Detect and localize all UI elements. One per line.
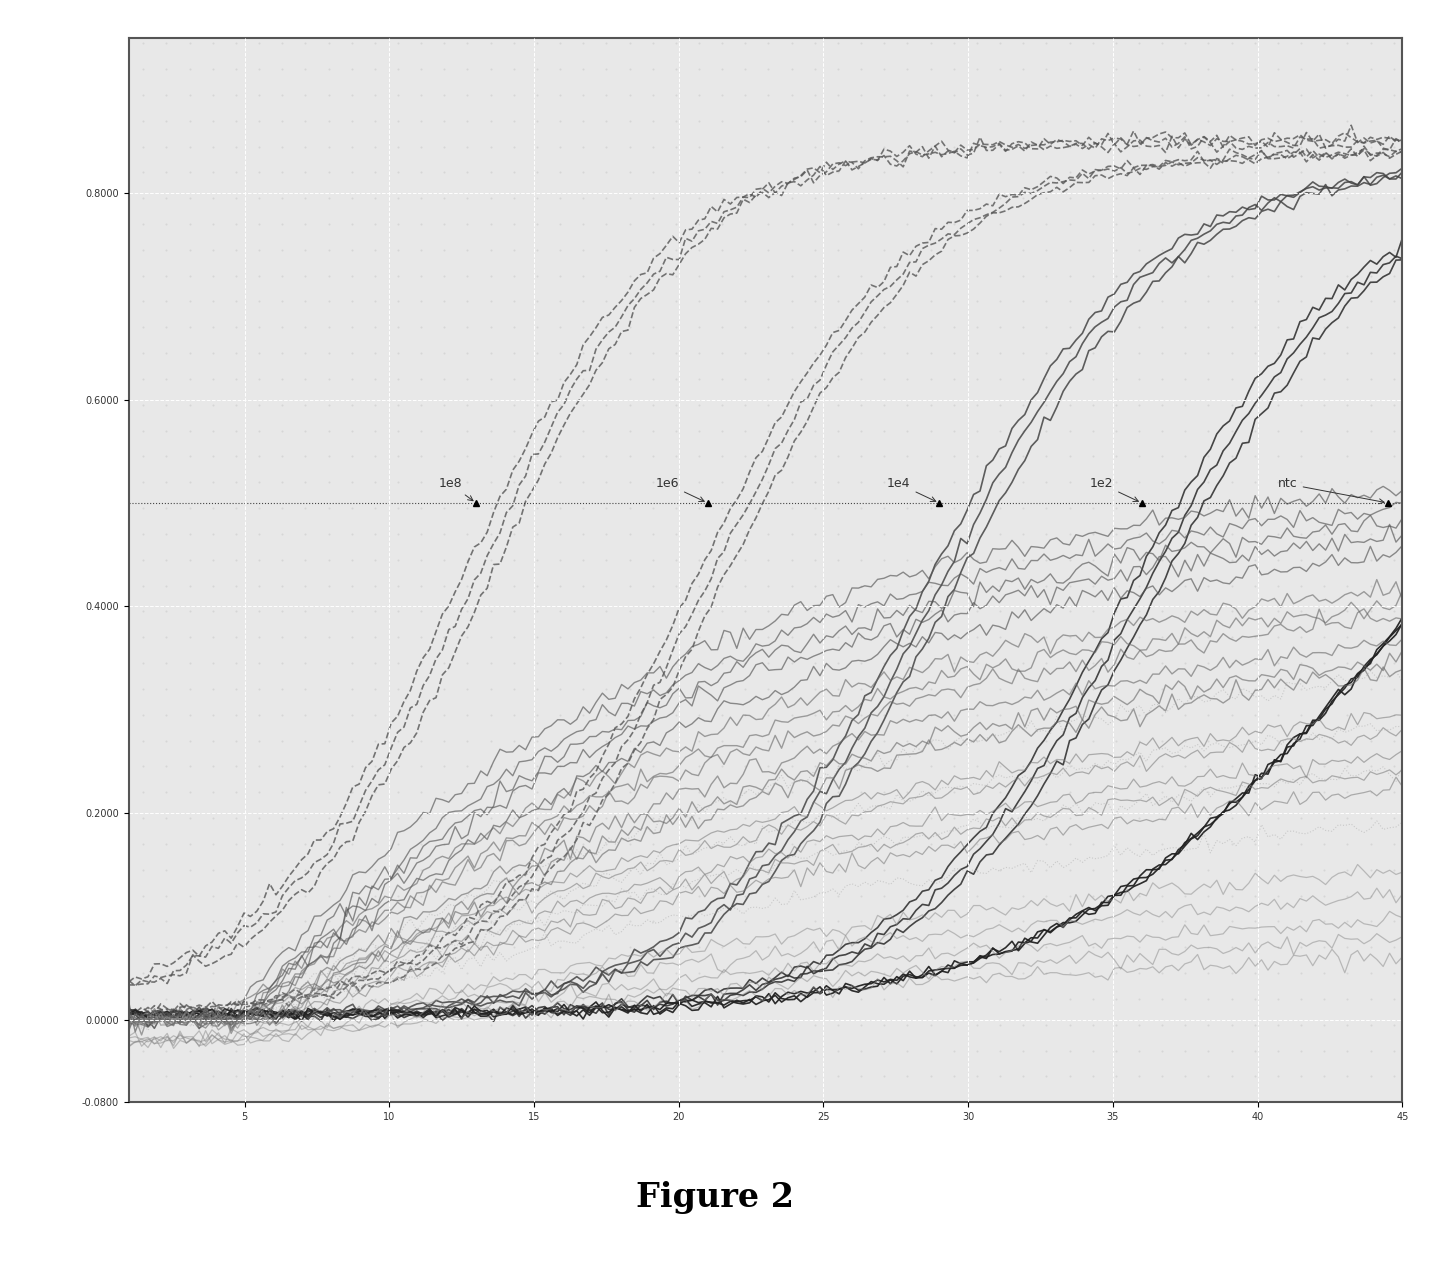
Text: 1e4: 1e4: [887, 478, 936, 502]
Text: Figure 2: Figure 2: [637, 1181, 794, 1214]
Text: 1e8: 1e8: [438, 478, 474, 500]
Text: ntc: ntc: [1278, 478, 1384, 504]
Text: 1e2: 1e2: [1090, 478, 1139, 502]
Text: 1e6: 1e6: [655, 478, 704, 502]
